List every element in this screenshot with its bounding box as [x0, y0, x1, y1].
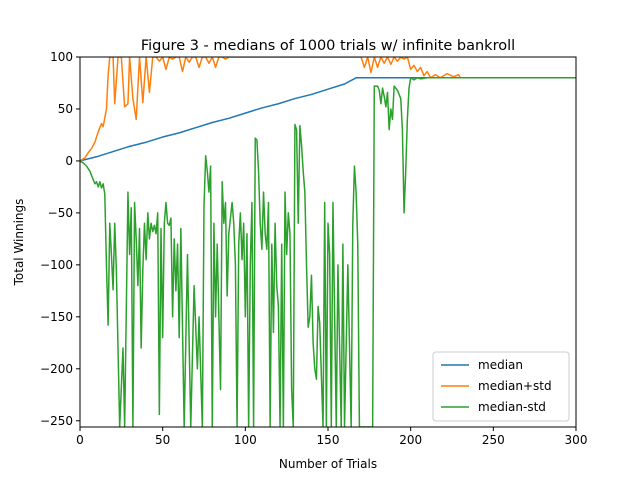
y-tick-label: −100	[40, 258, 73, 272]
plot-area	[80, 57, 576, 427]
legend-label: median+std	[478, 379, 552, 393]
series-line-median	[80, 77, 576, 162]
x-tick-label: 200	[399, 433, 422, 447]
x-axis-label: Number of Trials	[279, 457, 377, 471]
x-tick-label: 300	[565, 433, 588, 447]
x-tick-label: 250	[482, 433, 505, 447]
legend-label: median-std	[478, 400, 546, 414]
x-tick-label: 0	[76, 433, 84, 447]
legend-label: median	[478, 358, 523, 372]
series-line-median-std	[80, 77, 576, 427]
chart-title: Figure 3 - medians of 1000 trials w/ inf…	[141, 38, 515, 54]
y-axis-label: Total Winnings	[12, 199, 26, 287]
y-tick-label: −50	[48, 206, 73, 220]
x-tick-label: 150	[317, 433, 340, 447]
legend-box	[432, 351, 570, 422]
y-tick-label: −150	[40, 310, 73, 324]
y-axis: −250 −200 −150 −100 −50 0 50 100	[40, 50, 80, 428]
legend: median median+std median-std	[432, 351, 570, 422]
y-tick-label: 0	[65, 154, 73, 168]
y-tick-label: −250	[40, 414, 73, 428]
x-tick-label: 100	[234, 433, 257, 447]
x-axis: 0 50 100 150 200 250 300	[76, 427, 587, 447]
y-tick-label: 50	[58, 102, 73, 116]
y-tick-label: −200	[40, 362, 73, 376]
y-tick-label: 100	[50, 50, 73, 64]
x-tick-label: 50	[155, 433, 170, 447]
series-line-median-std	[80, 57, 576, 162]
